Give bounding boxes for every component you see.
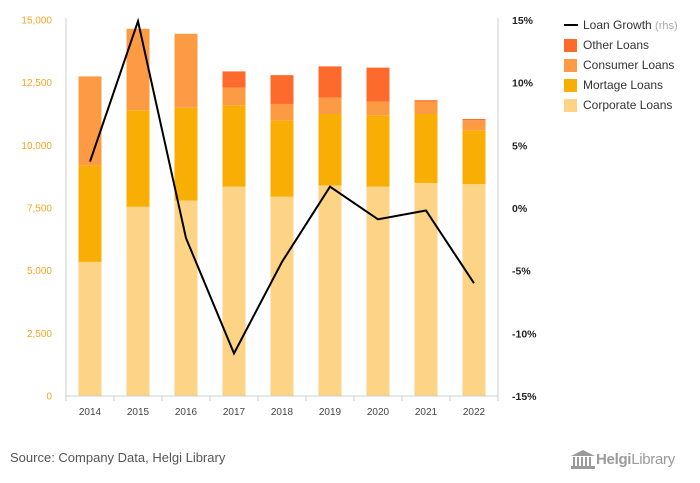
bar-segment <box>270 196 294 396</box>
bar-segment <box>174 33 198 108</box>
bar-segment <box>126 206 150 396</box>
brand-name: HelgiLibrary <box>596 451 675 468</box>
x-tick-label: 2019 <box>319 407 342 418</box>
x-tick-label: 2021 <box>415 407 438 418</box>
bar-segment <box>414 100 438 102</box>
legend-label: Consumer Loans <box>583 58 674 72</box>
legend-swatch <box>564 79 577 92</box>
bar-segment <box>174 200 198 396</box>
left-axis-ticks: 0 2,500 5,000 7,500 10,000 12,500 15,000 <box>21 16 52 403</box>
legend-label: Other Loans <box>583 38 649 52</box>
bar-segment <box>366 67 390 102</box>
loan-growth-polyline <box>89 17 475 356</box>
library-building-icon <box>571 450 595 469</box>
legend-label: Mortage Loans <box>583 78 663 92</box>
right-tick-label: 0% <box>512 203 528 215</box>
bar-segment <box>222 87 246 106</box>
bar-segment <box>222 105 246 187</box>
left-tick-label: 2,500 <box>27 329 52 340</box>
bar-segment <box>318 66 342 98</box>
bar-segment <box>366 101 390 116</box>
bar-segment <box>270 120 294 197</box>
right-tick-label: -15% <box>512 391 537 403</box>
bar-segment <box>78 165 102 262</box>
legend-label-suffix: (rhs) <box>655 20 678 32</box>
right-tick-label: 5% <box>512 140 528 152</box>
left-tick-label: 5,000 <box>27 266 52 277</box>
bar-segment <box>126 28 150 111</box>
bar-segment <box>78 261 102 396</box>
right-tick-label: 15% <box>512 15 534 27</box>
legend-item: Corporate Loans <box>564 98 672 112</box>
bar-segment <box>366 115 390 187</box>
legend-swatch <box>564 59 577 72</box>
legend-item: Other Loans <box>564 38 649 52</box>
left-tick-label: 15,000 <box>21 16 52 27</box>
legend-label: Corporate Loans <box>583 98 672 112</box>
left-tick-label: 7,500 <box>27 204 52 215</box>
bar-segment <box>78 76 102 166</box>
bar-segment <box>366 186 390 396</box>
brand-name-light: Library <box>631 450 675 468</box>
legend-item: Consumer Loans <box>564 58 674 72</box>
bar-segment <box>414 101 438 114</box>
bar-segment <box>462 130 486 185</box>
right-tick-label: -10% <box>512 328 537 340</box>
x-tick-label: 2022 <box>463 407 486 418</box>
bar-segment <box>462 120 486 131</box>
bar-segment <box>462 184 486 396</box>
helgi-library-logo: HelgiLibrary <box>570 447 675 471</box>
left-tick-label: 0 <box>46 392 52 403</box>
bar-segment <box>270 75 294 104</box>
bar-segment <box>414 114 438 183</box>
bar-segment <box>318 185 342 396</box>
x-tick-label: 2017 <box>223 407 246 418</box>
bar-segment <box>270 103 294 121</box>
bar-segment <box>222 71 246 88</box>
legend-swatch <box>564 39 577 52</box>
bar-segment <box>174 107 198 201</box>
x-tick-label: 2015 <box>127 407 150 418</box>
x-tick-label: 2018 <box>271 407 294 418</box>
bar-segment <box>126 110 150 207</box>
legend-item-loan-growth: Loan Growth (rhs) <box>564 18 678 32</box>
legend: Loan Growth (rhs) Other Loans Consumer Loa… <box>564 18 678 112</box>
legend-label: Loan Growth (rhs) <box>583 18 678 32</box>
left-tick-label: 12,500 <box>21 78 52 89</box>
x-tick-label: 2020 <box>367 407 390 418</box>
left-tick-label: 10,000 <box>21 141 52 152</box>
bar-segment <box>462 119 486 121</box>
x-axis-ticks: 2014 2015 2016 2017 2018 2019 2020 2021 2022 <box>79 407 486 418</box>
axes <box>65 18 499 401</box>
x-tick-label: 2016 <box>175 407 198 418</box>
bar-segment <box>318 97 342 114</box>
bar-segment <box>414 182 438 396</box>
right-axis-ticks: -15% -10% -5% 0% 5% 10% 15% <box>512 15 537 403</box>
brand-name-bold: Helgi <box>596 450 632 468</box>
x-tick-label: 2014 <box>79 407 102 418</box>
loan-growth-line <box>89 17 475 356</box>
bars <box>78 28 486 396</box>
bar-segment <box>318 114 342 186</box>
right-tick-label: -5% <box>512 266 531 278</box>
source-note: Source: Company Data, Helgi Library <box>10 450 226 465</box>
bar-segment <box>222 186 246 396</box>
right-tick-label: 10% <box>512 78 534 90</box>
legend-swatch <box>564 99 577 112</box>
legend-item: Mortage Loans <box>564 78 663 92</box>
